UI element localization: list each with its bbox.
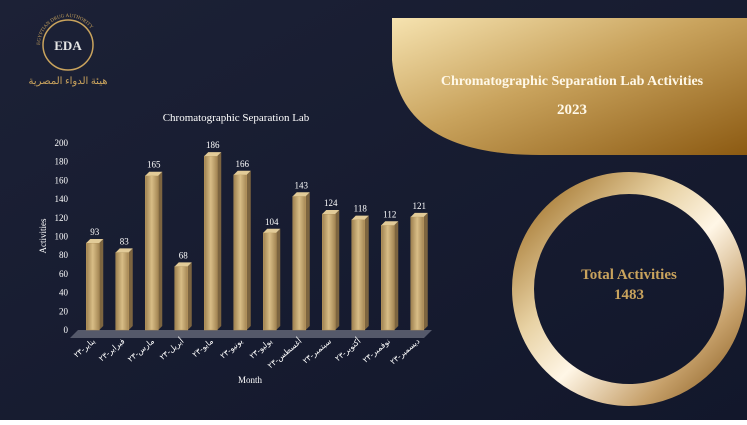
value-label: 112	[383, 209, 396, 219]
bar-top	[322, 210, 340, 215]
bar-top	[292, 192, 310, 197]
value-label: 165	[147, 160, 161, 170]
floor	[70, 330, 432, 338]
value-label: 104	[265, 217, 279, 227]
bar	[292, 196, 306, 331]
value-label: 121	[413, 201, 427, 211]
logo-text: EDA	[54, 38, 82, 53]
total-value: 1483	[614, 287, 644, 303]
y-tick-label: 20	[59, 306, 69, 316]
bar-side	[335, 210, 340, 330]
bar-top	[233, 170, 251, 175]
banner	[392, 18, 747, 155]
bar	[351, 219, 365, 331]
bar-side	[246, 170, 251, 330]
bar-side	[394, 221, 399, 330]
bar-side	[305, 192, 310, 330]
chart-title: Chromatographic Separation Lab	[163, 112, 310, 124]
y-tick-label: 200	[55, 138, 69, 148]
banner-title: Chromatographic Separation Lab Activitie…	[441, 74, 704, 89]
value-label: 166	[236, 159, 250, 169]
y-tick-label: 100	[55, 232, 69, 242]
bar-top	[145, 171, 163, 176]
value-label: 118	[354, 204, 368, 214]
bar	[381, 225, 395, 331]
bar-side	[276, 228, 281, 330]
bar-top	[204, 152, 222, 157]
y-tick-label: 140	[55, 194, 69, 204]
total-label: Total Activities	[581, 267, 677, 283]
bar-top	[410, 212, 428, 217]
y-tick-label: 0	[64, 325, 69, 335]
y-axis-label: Activities	[38, 218, 48, 253]
x-axis-label: Month	[238, 375, 263, 385]
bar-top	[174, 262, 192, 267]
bar-top	[86, 239, 104, 244]
logo-ring	[42, 19, 94, 71]
bar-top	[381, 221, 399, 226]
banner-year: 2023	[557, 102, 587, 118]
bar	[204, 155, 218, 331]
bar-side	[128, 248, 133, 330]
bar	[263, 232, 277, 331]
bar-side	[364, 215, 369, 330]
value-label: 83	[120, 236, 130, 246]
value-label: 124	[324, 198, 338, 208]
value-label: 143	[295, 180, 309, 190]
bar-side	[423, 212, 428, 330]
bar-side	[187, 262, 192, 330]
y-tick-label: 120	[55, 213, 69, 223]
bar	[86, 242, 100, 331]
value-label: 93	[90, 227, 100, 237]
y-tick-label: 180	[55, 157, 69, 167]
bar-top	[115, 248, 133, 253]
bar	[233, 174, 247, 331]
y-tick-label: 60	[59, 269, 69, 279]
total-ring	[512, 172, 746, 406]
bar-side	[158, 171, 163, 330]
bar-top	[263, 228, 281, 233]
bar	[145, 175, 159, 331]
y-tick-label: 160	[55, 175, 69, 185]
value-label: 68	[179, 250, 189, 260]
bar-top	[351, 215, 369, 220]
y-tick-label: 80	[59, 250, 69, 260]
bar	[115, 252, 129, 331]
y-tick-label: 40	[59, 288, 69, 298]
bar-side	[99, 239, 104, 330]
bar-side	[217, 152, 222, 330]
value-label: 186	[206, 140, 220, 150]
org-name-ar: هيئة الدواء المصرية	[29, 76, 108, 87]
bar	[174, 266, 188, 331]
bar	[322, 213, 336, 331]
bar	[410, 216, 424, 331]
